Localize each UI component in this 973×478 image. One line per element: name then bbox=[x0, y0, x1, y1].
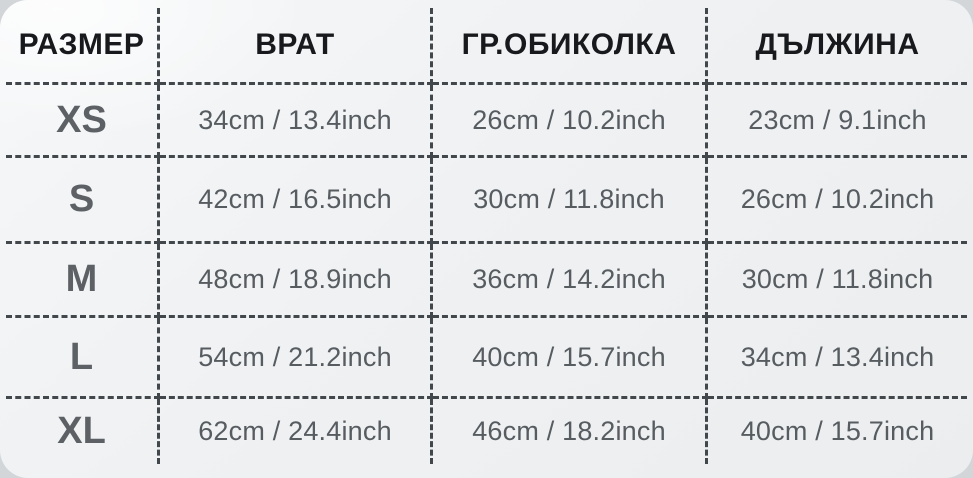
length-value-m: 30cm / 11.8inch bbox=[708, 244, 967, 318]
neck-value-xl: 62cm / 24.4inch bbox=[160, 399, 433, 464]
size-label-s: S bbox=[6, 158, 160, 244]
column-header-length: ДЪЛЖИНА bbox=[708, 8, 967, 85]
neck-value-xs: 34cm / 13.4inch bbox=[160, 85, 433, 158]
neck-value-s: 42cm / 16.5inch bbox=[160, 158, 433, 244]
girth-value-xl: 46cm / 18.2inch bbox=[433, 399, 708, 464]
neck-value-m: 48cm / 18.9inch bbox=[160, 244, 433, 318]
size-label-l: L bbox=[6, 318, 160, 399]
column-header-neck: ВРАТ bbox=[160, 8, 433, 85]
length-value-xs: 23cm / 9.1inch bbox=[708, 85, 967, 158]
size-label-m: M bbox=[6, 244, 160, 318]
girth-value-m: 36cm / 14.2inch bbox=[433, 244, 708, 318]
size-label-xs: XS bbox=[6, 85, 160, 158]
length-value-l: 34cm / 13.4inch bbox=[708, 318, 967, 399]
length-value-xl: 40cm / 15.7inch bbox=[740, 416, 935, 446]
girth-value-l: 40cm / 15.7inch bbox=[433, 318, 708, 399]
column-header-size: РАЗМЕР bbox=[6, 8, 160, 85]
girth-value-xs: 26cm / 10.2inch bbox=[433, 85, 708, 158]
neck-value-l: 54cm / 21.2inch bbox=[160, 318, 433, 399]
column-header-girth: ГР.ОБИКОЛКА bbox=[433, 8, 708, 85]
length-value-s: 26cm / 10.2inch bbox=[708, 158, 967, 244]
size-label-xl: XL bbox=[6, 399, 160, 464]
girth-value-s: 30cm / 11.8inch bbox=[433, 158, 708, 244]
